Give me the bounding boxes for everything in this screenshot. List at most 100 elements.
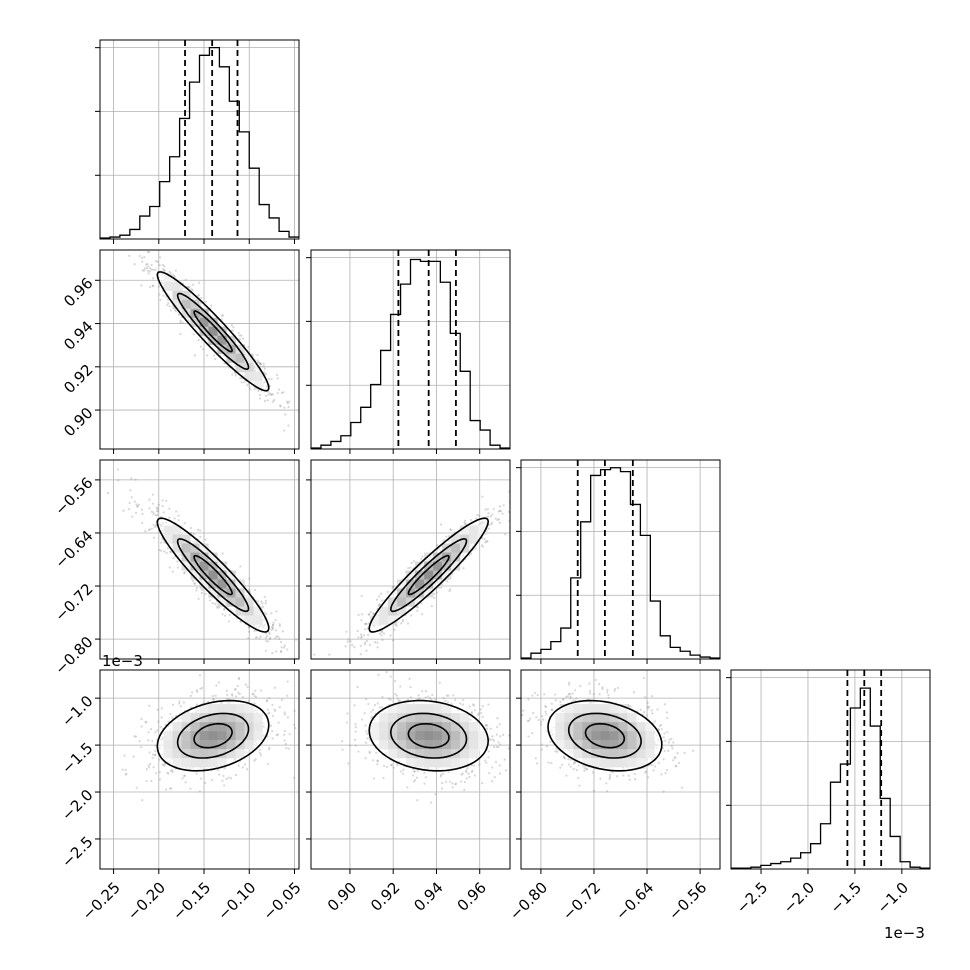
sample-point	[285, 747, 288, 750]
sample-point	[390, 763, 393, 767]
contour-1	[389, 538, 468, 613]
sample-point	[461, 703, 464, 706]
sample-point	[389, 698, 392, 701]
sample-point	[461, 772, 464, 775]
sample-point	[274, 619, 277, 622]
sample-point	[446, 701, 450, 704]
sample-point	[409, 696, 413, 699]
sample-point	[204, 538, 207, 541]
sample-point	[328, 653, 331, 656]
panels-layer: −0.25 −0.20 −0.15 −0.10 −0.05 0.90 0.92 0.94 0.9…	[51, 39, 931, 942]
sample-point	[116, 468, 119, 471]
sample-point	[130, 477, 133, 480]
sample-point	[497, 510, 500, 513]
sample-point	[211, 602, 214, 605]
sample-point	[382, 764, 386, 768]
sample-point	[174, 269, 177, 272]
sample-point	[266, 399, 269, 402]
sample-point	[150, 510, 153, 513]
sample-point	[264, 632, 267, 635]
sample-point	[267, 378, 271, 381]
sample-point	[447, 770, 450, 773]
sample-point	[306, 668, 308, 670]
sample-point	[274, 629, 277, 632]
sample-point	[497, 741, 500, 744]
sample-point	[395, 694, 398, 697]
sample-point	[208, 599, 212, 602]
sample-point	[146, 269, 149, 272]
sample-point	[381, 695, 384, 699]
sample-point	[372, 612, 375, 615]
sample-point	[406, 698, 410, 701]
sample-point	[412, 768, 415, 771]
sample-point	[164, 788, 168, 791]
sample-point	[360, 594, 363, 598]
sample-point	[413, 780, 416, 783]
sample-point	[430, 605, 433, 608]
sample-point	[378, 603, 382, 606]
sample-point	[483, 537, 486, 541]
sample-point	[154, 260, 158, 263]
sample-point	[448, 589, 451, 592]
sample-point	[286, 401, 289, 405]
sample-point	[264, 394, 268, 397]
sample-point	[515, 498, 517, 500]
sample-point	[376, 641, 379, 644]
sample-point	[349, 640, 352, 643]
sample-point	[276, 733, 280, 736]
sample-point	[392, 766, 395, 769]
panel-frame	[99, 39, 300, 240]
sample-point	[441, 772, 445, 775]
sample-point	[498, 521, 502, 524]
sample-point	[410, 561, 413, 565]
sample-point	[275, 610, 278, 613]
sample-point	[378, 632, 382, 635]
sample-point	[368, 750, 371, 753]
sample-point	[163, 550, 166, 553]
sample-point	[158, 770, 161, 774]
sample-point	[240, 334, 243, 337]
sample-point	[156, 509, 159, 512]
sample-point	[498, 509, 501, 513]
sample-point	[489, 738, 492, 742]
sample-point	[265, 612, 268, 616]
sample-point	[416, 799, 419, 802]
sample-point	[402, 768, 405, 771]
sample-point	[143, 269, 146, 272]
sample-point	[268, 632, 271, 635]
sample-point	[416, 605, 419, 608]
sample-point	[268, 631, 271, 634]
sample-point	[271, 714, 274, 717]
sample-point	[496, 725, 499, 729]
sample-point	[259, 363, 262, 366]
sample-point	[163, 269, 166, 272]
sample-point	[375, 598, 379, 601]
sample-point	[427, 695, 430, 698]
sample-point	[221, 314, 225, 317]
sample-point	[454, 698, 457, 701]
sample-point	[449, 529, 453, 532]
sample-point	[237, 691, 240, 694]
sample-point	[165, 551, 168, 555]
sample-point	[480, 544, 484, 547]
sample-point	[234, 773, 238, 777]
sample-point	[143, 267, 146, 270]
sample-point	[401, 620, 404, 623]
sample-point	[354, 730, 357, 733]
sample-point	[341, 748, 344, 751]
sample-point	[138, 740, 141, 743]
sample-point	[124, 768, 127, 771]
sample-point	[263, 595, 266, 598]
sample-point	[363, 641, 367, 644]
sample-point	[447, 535, 451, 538]
sample-point	[268, 392, 272, 395]
sample-point	[258, 752, 262, 755]
sample-point	[359, 644, 362, 647]
sample-point	[169, 787, 172, 790]
sample-point	[275, 635, 278, 638]
sample-point	[183, 774, 187, 777]
sample-point	[491, 780, 494, 783]
sample-point	[347, 638, 350, 641]
sample-point	[372, 612, 375, 615]
